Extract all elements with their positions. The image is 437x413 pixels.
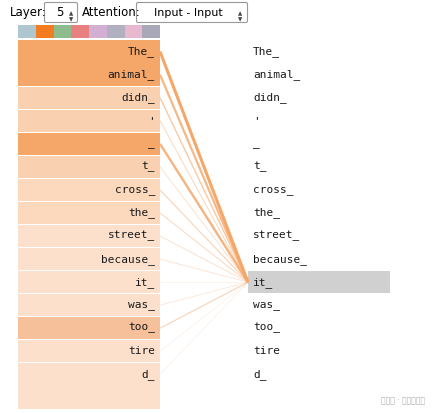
- Bar: [18, 363, 160, 386]
- Text: d_: d_: [142, 369, 155, 380]
- Text: street_: street_: [253, 231, 300, 241]
- Text: too_: too_: [128, 323, 155, 333]
- Text: _: _: [148, 139, 155, 149]
- Bar: [18, 179, 160, 201]
- Text: _: _: [253, 139, 260, 149]
- Text: the_: the_: [253, 207, 280, 218]
- Text: Layer:: Layer:: [10, 6, 47, 19]
- Bar: [18, 340, 160, 363]
- Text: d_: d_: [253, 369, 267, 380]
- Bar: [18, 40, 160, 63]
- Text: the_: the_: [128, 207, 155, 218]
- Bar: [53, 25, 71, 38]
- Text: didn_: didn_: [253, 92, 287, 103]
- Bar: [18, 386, 160, 408]
- Text: too_: too_: [253, 323, 280, 333]
- Text: it_: it_: [253, 277, 273, 287]
- Text: it_: it_: [135, 277, 155, 287]
- Bar: [36, 25, 53, 38]
- Text: The_: The_: [253, 46, 280, 57]
- Text: was_: was_: [253, 300, 280, 310]
- Text: Input - Input: Input - Input: [154, 7, 222, 17]
- Text: tire: tire: [253, 347, 280, 356]
- Bar: [18, 25, 36, 38]
- Bar: [125, 25, 142, 38]
- Bar: [142, 25, 160, 38]
- Bar: [18, 225, 160, 247]
- Bar: [18, 248, 160, 270]
- Text: didn_: didn_: [121, 92, 155, 103]
- Text: t_: t_: [142, 161, 155, 172]
- Bar: [18, 156, 160, 178]
- Text: ▼: ▼: [238, 17, 242, 22]
- Text: ▼: ▼: [69, 17, 73, 22]
- Text: cross_: cross_: [253, 185, 294, 195]
- Bar: [107, 25, 125, 38]
- Text: 公众号 · 老肖说两句: 公众号 · 老肖说两句: [381, 396, 425, 405]
- Text: because_: because_: [101, 254, 155, 265]
- Bar: [18, 317, 160, 339]
- Bar: [18, 202, 160, 224]
- Bar: [18, 133, 160, 155]
- Text: The_: The_: [128, 46, 155, 57]
- Text: ': ': [148, 116, 155, 126]
- Text: animal_: animal_: [108, 69, 155, 80]
- Text: because_: because_: [253, 254, 307, 265]
- Text: 5: 5: [56, 6, 63, 19]
- Text: ▲: ▲: [69, 11, 73, 16]
- Text: street_: street_: [108, 231, 155, 241]
- Text: ▲: ▲: [238, 11, 242, 16]
- Bar: [18, 87, 160, 109]
- Text: ': ': [253, 116, 260, 126]
- FancyBboxPatch shape: [136, 2, 247, 22]
- Text: animal_: animal_: [253, 69, 300, 80]
- Text: cross_: cross_: [114, 185, 155, 195]
- Bar: [89, 25, 107, 38]
- Text: was_: was_: [128, 300, 155, 310]
- Bar: [18, 109, 160, 132]
- Text: t_: t_: [253, 161, 267, 172]
- Bar: [71, 25, 89, 38]
- Text: Attention:: Attention:: [82, 6, 141, 19]
- Bar: [18, 294, 160, 316]
- Bar: [18, 64, 160, 86]
- Text: tire: tire: [128, 347, 155, 356]
- FancyBboxPatch shape: [45, 2, 77, 22]
- Bar: [248, 271, 390, 293]
- Bar: [18, 271, 160, 293]
